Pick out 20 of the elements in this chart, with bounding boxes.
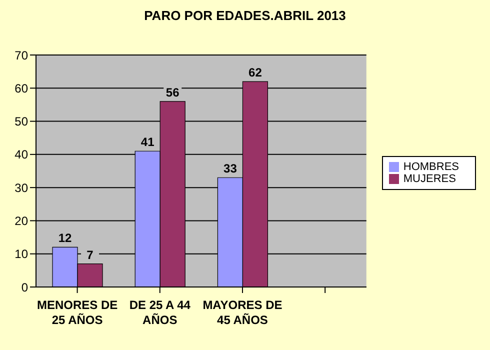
chart-title: PARO POR EDADES.ABRIL 2013 (143, 8, 347, 23)
data-label: 7 (86, 248, 94, 262)
x-tick-label: MENORES DE 25 AÑOS (36, 298, 118, 327)
y-tick-label: 50 (14, 114, 28, 129)
y-tick-label: 10 (14, 247, 28, 262)
legend-label: MUJERES (403, 172, 456, 184)
data-label: 62 (248, 66, 262, 80)
y-tick-label: 30 (14, 180, 28, 195)
y-tick-label: 60 (14, 81, 28, 96)
x-tick-label: DE 25 A 44 AÑOS (129, 298, 191, 327)
legend-label: HOMBRES (403, 160, 459, 172)
x-tick-label: MAYORES DE 45 AÑOS (202, 298, 282, 327)
y-tick-label: 0 (21, 280, 28, 294)
data-label: 33 (224, 162, 238, 176)
data-label: 12 (58, 231, 72, 246)
data-label: 56 (166, 85, 180, 100)
y-tick-label: 70 (14, 48, 28, 62)
y-tick-label: 20 (14, 214, 28, 228)
data-label: 41 (140, 135, 155, 150)
y-tick-label: 40 (14, 148, 28, 162)
